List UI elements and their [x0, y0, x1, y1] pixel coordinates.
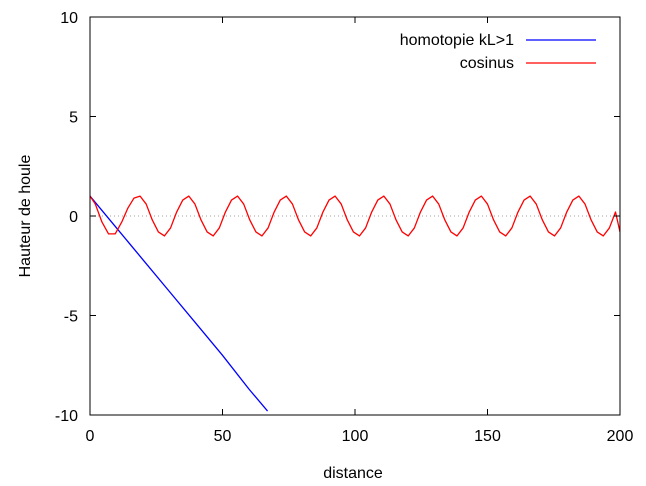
legend-item-homotopie: homotopie kL>1 — [400, 32, 596, 49]
legend: homotopie kL>1 cosinus — [400, 32, 596, 72]
y-tick-label: 5 — [69, 110, 78, 127]
series-layer — [90, 195, 620, 412]
x-tick-label: 0 — [86, 428, 95, 445]
y-tick-label: -5 — [64, 309, 78, 326]
y-tick-label: 10 — [60, 10, 78, 27]
legend-label: homotopie kL>1 — [400, 32, 514, 49]
x-tick-label: 100 — [342, 428, 369, 445]
y-tick-label: -10 — [55, 408, 78, 425]
legend-label: cosinus — [460, 55, 514, 72]
x-axis-label: distance — [323, 465, 383, 482]
series-line-cosinus — [90, 195, 620, 237]
legend-item-cosinus: cosinus — [460, 55, 596, 72]
series-line-homotopie — [90, 195, 269, 412]
y-axis-label: Hauteur de houle — [17, 155, 34, 278]
x-tick-label: 200 — [607, 428, 634, 445]
x-tick-label: 50 — [214, 428, 232, 445]
ticks-layer: 0 50 100 150 200 -10 -5 0 5 10 — [55, 10, 634, 445]
x-tick-label: 150 — [474, 428, 501, 445]
y-tick-label: 0 — [69, 209, 78, 226]
